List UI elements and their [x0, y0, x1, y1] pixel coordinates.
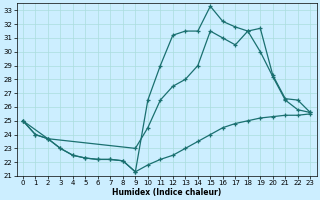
X-axis label: Humidex (Indice chaleur): Humidex (Indice chaleur) — [112, 188, 221, 197]
